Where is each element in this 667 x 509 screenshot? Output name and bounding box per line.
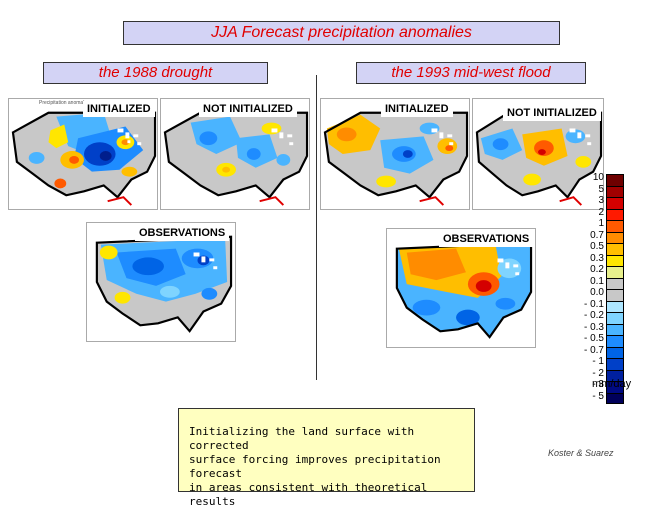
legend-labels: 10 5 3 2 1 0.7 0.5 0.3 0.2 0.1 0.0- 0.1- 0.2- 0.3-… [580,172,606,402]
credit-text: Koster & Suarez [548,448,614,458]
legend-label: 5 [598,183,604,195]
legend-swatch [606,358,624,370]
map-label: INITIALIZED [83,101,155,117]
conclusion-note: Initializing the land surface with corre… [178,408,475,508]
map-1988-not-initialized: NOT INITIALIZED [160,98,310,210]
legend-label: 0.2 [590,264,604,275]
legend-label: 2 [598,206,604,218]
legend-swatch [606,266,624,278]
map-caption: Precipitation anomaly [39,100,87,106]
legend-label: 3 [598,195,604,206]
legend-swatch [606,392,624,404]
legend-swatch [606,174,624,186]
legend-units: mm/day [592,378,632,390]
legend-swatch [606,254,624,266]
legend-label: 10 [592,172,604,183]
legend-swatch [606,185,624,197]
legend-swatch [606,220,624,232]
map-label: OBSERVATIONS [135,225,230,241]
legend-label: 0.5 [590,241,604,252]
legend-swatch [606,300,624,312]
map-label: NOT INITIALIZED [503,105,601,121]
map-label: INITIALIZED [381,101,453,117]
legend-swatch [606,381,624,393]
map-label: NOT INITIALIZED [199,101,297,117]
heading-1988-drought: the 1988 drought [43,62,268,84]
map-1993-not-initialized: NOT INITIALIZED [472,98,604,210]
legend-swatch [606,369,624,381]
map-label: OBSERVATIONS [439,231,534,247]
legend-label: - 2 [592,367,604,379]
heading-1993-flood: the 1993 mid-west flood [356,62,586,84]
legend-label: - 0.2 [583,310,604,321]
legend-label: 1 [598,218,604,229]
legend-label: 0.0 [590,287,604,298]
legend-label: - 0.3 [583,321,604,333]
legend-label: - 1 [592,356,604,367]
legend-swatch [606,312,624,324]
legend-swatch [606,323,624,335]
map-1988-initialized: Precipitation anomaly INITIALIZED [8,98,158,210]
map-1993-initialized: INITIALIZED [320,98,470,210]
legend-swatch [606,197,624,209]
slide-title: JJA Forecast precipitation anomalies [123,21,560,45]
legend-label: - 0.1 [583,298,604,310]
map-1988-observations: OBSERVATIONS [86,222,236,342]
legend-swatch [606,208,624,220]
color-legend [606,174,624,404]
legend-label: - 0.5 [583,333,604,344]
legend-swatch [606,335,624,347]
legend-label: 0.3 [590,252,604,264]
column-divider [316,75,317,380]
map-1993-observations: OBSERVATIONS [386,228,536,348]
legend-label: - 5 [592,390,604,402]
legend-label: 0.7 [590,229,604,241]
legend-swatch [606,289,624,301]
legend-swatch [606,231,624,243]
legend-label: - 3 [592,379,604,390]
legend-label: - 0.7 [583,344,604,356]
legend-swatch [606,277,624,289]
legend-swatch [606,346,624,358]
legend-label: 0.1 [590,275,604,287]
legend-swatch [606,243,624,255]
